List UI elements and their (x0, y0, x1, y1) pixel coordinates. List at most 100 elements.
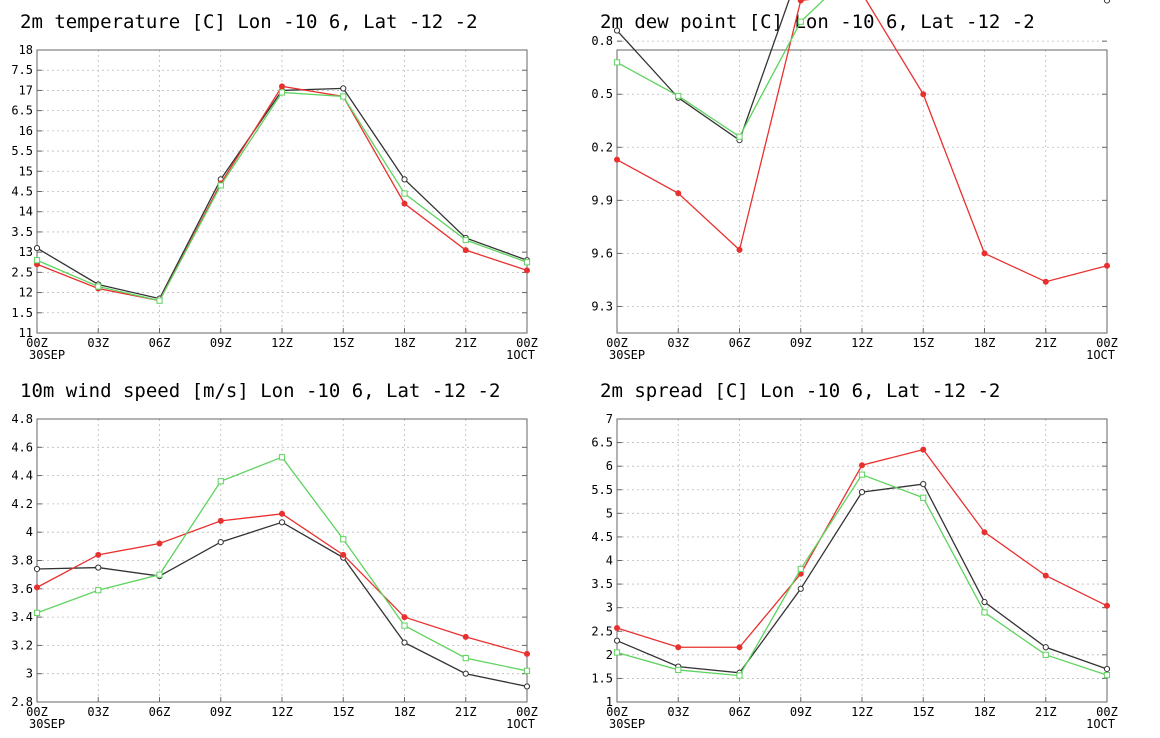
y-tick-label: 2.8 (11, 695, 33, 709)
data-point-green (613, 59, 621, 66)
data-point-red (736, 644, 743, 651)
x-date-label: 30SEP (609, 717, 645, 731)
x-tick-label: 00Z (1096, 705, 1118, 719)
series-line-red (36, 85, 528, 302)
y-tick-label: 16 (19, 124, 33, 138)
data-point-red (614, 624, 621, 631)
plot-frame (36, 49, 528, 334)
series-line-black (36, 87, 528, 300)
x-tick-label: 00Z (606, 336, 628, 350)
x-tick-label: 03Z (667, 336, 689, 350)
x-tick-label: 21Z (455, 336, 477, 350)
y-tick-label: 0.5 (591, 87, 613, 101)
y-tick-label: 6.5 (591, 436, 613, 450)
chart-panel-wind-speed: 10m wind speed [m/s] Lon -10 6, Lat -12 … (0, 369, 580, 738)
data-point-black (278, 519, 286, 526)
x-tick-label: 15Z (912, 336, 934, 350)
series-line-green (616, 0, 825, 138)
data-point-black (613, 637, 621, 644)
data-point-green (1042, 651, 1049, 658)
data-point-green (278, 89, 286, 96)
chart-svg-dew-point: 2m dew point [C] Lon -10 6, Lat -12 -2 9.… (591, 0, 1118, 362)
chart-title-spread: 2m spread [C] Lon -10 6, Lat -12 -2 (600, 380, 1000, 402)
data-point-red (462, 633, 469, 640)
data-point-green (340, 536, 347, 543)
y-tick-label: 11 (19, 326, 33, 340)
y-tick-label: 5.5 (11, 144, 33, 158)
x-date-label: 1OCT (506, 348, 535, 362)
data-point-green (33, 609, 41, 616)
y-tick-label: 12 (19, 286, 33, 300)
data-point-green (217, 478, 224, 485)
y-tick-label: 0.2 (591, 140, 613, 154)
y-tick-label: 14 (19, 205, 33, 219)
y-tick-label: 3.6 (11, 582, 33, 596)
series-line-red (616, 0, 1108, 283)
data-point-green (797, 565, 804, 573)
data-point-red (278, 510, 285, 517)
y-tick-label: 3.8 (11, 554, 33, 568)
data-point-red (858, 462, 865, 469)
data-point-green (462, 655, 469, 662)
x-tick-label: 00Z (1096, 336, 1118, 350)
x-tick-label: 09Z (210, 705, 232, 719)
data-point-green (675, 666, 682, 674)
x-date-label: 30SEP (29, 348, 65, 362)
y-tick-label: 2.5 (591, 624, 613, 638)
x-tick-label: 21Z (1035, 336, 1057, 350)
data-point-red (981, 529, 988, 536)
data-point-green (278, 454, 286, 461)
y-tick-label: 3.4 (11, 610, 33, 624)
data-point-red (462, 247, 469, 254)
y-tick-label: 7.5 (11, 63, 33, 77)
chart-svg-temperature: 2m temperature [C] Lon -10 6, Lat -12 -2… (11, 11, 538, 362)
x-tick-label: 00Z (516, 336, 538, 350)
data-point-red (1104, 602, 1111, 609)
chart-panel-spread: 2m spread [C] Lon -10 6, Lat -12 -2 1 1.5 2… (580, 369, 1160, 738)
chart-title-temperature: 2m temperature [C] Lon -10 6, Lat -12 -2 (20, 11, 478, 33)
data-point-green (981, 609, 988, 616)
data-point-green (401, 190, 408, 197)
plot-frame (36, 418, 528, 703)
data-point-black (401, 639, 408, 646)
series-line-black (616, 0, 1108, 142)
data-point-red (736, 246, 743, 253)
x-tick-label: 12Z (851, 705, 873, 719)
y-tick-label: 15 (19, 164, 33, 178)
x-tick-label: 06Z (729, 336, 751, 350)
data-point-black (797, 585, 804, 592)
y-tick-label: 1.5 (11, 306, 33, 320)
x-tick-label: 03Z (87, 705, 109, 719)
x-date-label: 1OCT (1086, 348, 1115, 362)
chart-svg-spread: 2m spread [C] Lon -10 6, Lat -12 -2 1 1.5 2… (591, 380, 1118, 731)
x-date-label: 1OCT (506, 717, 535, 731)
y-tick-label: 4 (606, 554, 613, 568)
data-point-green (217, 182, 224, 189)
x-tick-label: 09Z (790, 336, 812, 350)
data-point-black (340, 85, 347, 92)
data-point-green (1103, 672, 1111, 679)
y-tick-label: 9.6 (591, 246, 613, 260)
y-tick-label: 1.5 (591, 671, 613, 685)
data-point-red (340, 551, 347, 558)
data-point-red (614, 156, 621, 163)
y-tick-label: 9.3 (591, 299, 613, 313)
x-tick-label: 06Z (729, 705, 751, 719)
data-point-green (675, 92, 682, 100)
y-tick-label: 3.2 (11, 638, 33, 652)
y-tick-label: 3 (606, 601, 613, 615)
y-tick-label: 3.5 (591, 577, 613, 591)
data-point-green (462, 236, 469, 244)
data-point-red (1042, 572, 1049, 579)
data-point-red (95, 551, 102, 558)
data-point-black (523, 683, 531, 690)
x-tick-label: 15Z (912, 705, 934, 719)
y-tick-label: 4.8 (11, 412, 33, 426)
data-point-black (462, 670, 469, 677)
data-point-black (33, 565, 41, 573)
data-point-red (675, 644, 682, 651)
data-point-green (156, 297, 163, 304)
data-point-red (524, 650, 531, 657)
data-point-green (156, 571, 163, 578)
data-point-red (401, 614, 408, 621)
